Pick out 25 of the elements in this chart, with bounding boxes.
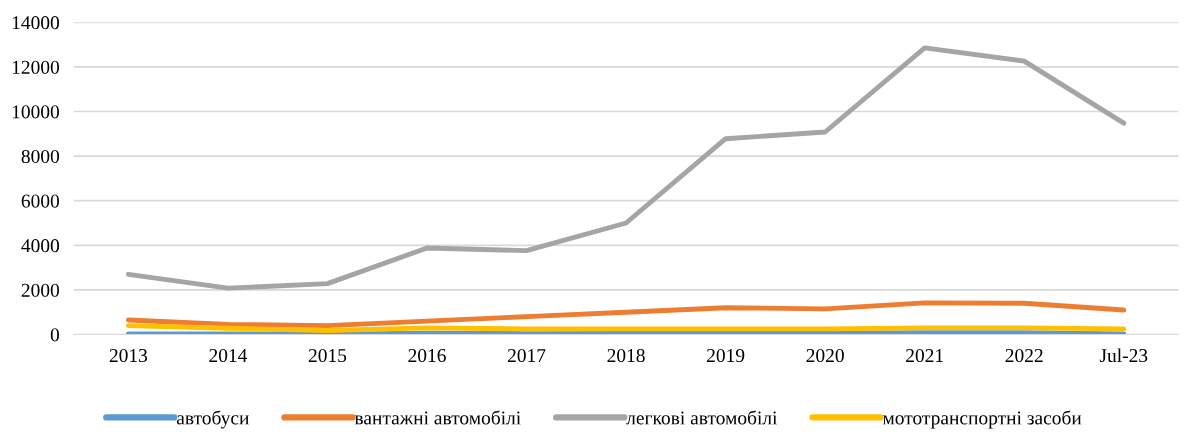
y-tick-label: 12000 xyxy=(12,60,60,74)
x-tick-label: 2015 xyxy=(308,348,347,363)
y-tick-label: 4000 xyxy=(21,239,60,253)
x-tick-label: 2022 xyxy=(1005,348,1043,363)
legend-label: автобуси xyxy=(176,410,249,429)
x-tick-label: 2018 xyxy=(607,348,645,363)
y-tick-label: 0 xyxy=(50,328,60,342)
y-tick-label: 14000 xyxy=(12,16,60,30)
x-tick-label: 2013 xyxy=(109,348,148,363)
x-tick-label: Jul-23 xyxy=(1099,348,1148,363)
x-tick-label: 2014 xyxy=(209,348,248,363)
x-tick-label: 2019 xyxy=(707,348,745,363)
y-tick-label: 10000 xyxy=(12,105,60,119)
line-series xyxy=(125,300,1127,329)
y-tick-label: 6000 xyxy=(21,194,60,208)
x-tick-label: 2016 xyxy=(408,348,446,363)
x-tick-label: 2017 xyxy=(507,348,546,363)
y-tick-label: 8000 xyxy=(21,149,60,164)
line-series xyxy=(125,45,1127,291)
y-tick-label: 2000 xyxy=(21,283,60,297)
x-tick-label: 2021 xyxy=(906,348,943,363)
x-tick-label: 2020 xyxy=(806,348,844,363)
legend-label: легкові автомобілі xyxy=(626,410,778,425)
legend-label: мототранспортні засоби xyxy=(882,410,1082,429)
legend-label: вантажні автомобілі xyxy=(354,410,521,425)
